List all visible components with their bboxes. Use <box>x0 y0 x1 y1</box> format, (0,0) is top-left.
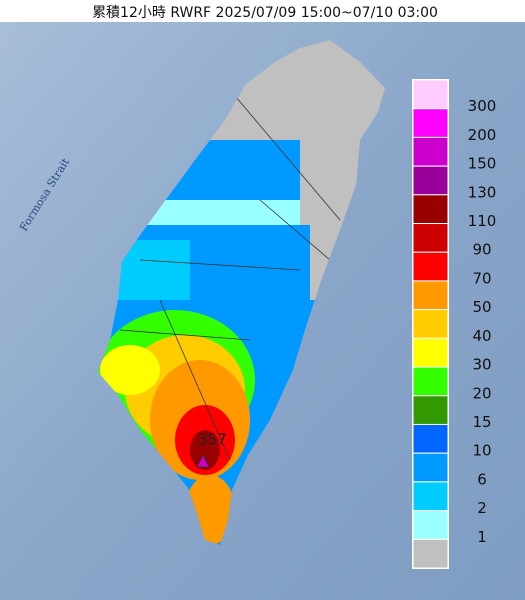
title-bar <box>0 0 525 22</box>
legend-label: 50 <box>472 298 491 316</box>
legend-label: 2 <box>477 499 487 517</box>
legend-swatch <box>412 423 449 454</box>
legend-swatch <box>412 79 449 110</box>
legend-label: 200 <box>468 126 497 144</box>
legend: 300 200 150 130 110 90 70 50 40 30 20 15 10 6 2 1 <box>412 79 496 569</box>
legend-swatch <box>412 366 449 397</box>
legend-swatch <box>412 251 449 282</box>
legend-swatch <box>412 108 449 138</box>
legend-swatch <box>412 136 449 167</box>
legend-swatch <box>412 538 449 569</box>
max-marker <box>196 454 210 468</box>
legend-swatch <box>412 223 449 253</box>
legend-swatch <box>412 280 449 311</box>
legend-swatch <box>412 165 449 196</box>
legend-label: 40 <box>472 327 491 345</box>
legend-label: 20 <box>472 384 491 402</box>
legend-label: 30 <box>472 356 491 374</box>
legend-label: 110 <box>468 212 497 230</box>
legend-swatch <box>412 452 449 483</box>
legend-swatch <box>412 194 449 225</box>
legend-label: 6 <box>477 470 487 488</box>
max-annotation: 357 <box>198 431 227 449</box>
map-title: 累積12小時 RWRF 2025/07/09 15:00~07/10 03:00 <box>92 5 438 21</box>
legend-swatch <box>412 309 449 339</box>
legend-label: 10 <box>472 442 491 460</box>
legend-swatch <box>412 395 449 425</box>
legend-label: 15 <box>472 413 491 431</box>
legend-swatch <box>412 481 449 512</box>
legend-label: 300 <box>468 97 497 115</box>
legend-swatch <box>412 510 449 540</box>
legend-label: 130 <box>468 183 497 201</box>
legend-label: 150 <box>468 155 497 173</box>
legend-label: 90 <box>472 241 491 259</box>
legend-label: 1 <box>477 528 487 546</box>
legend-swatch <box>412 337 449 368</box>
legend-label: 70 <box>472 269 491 287</box>
